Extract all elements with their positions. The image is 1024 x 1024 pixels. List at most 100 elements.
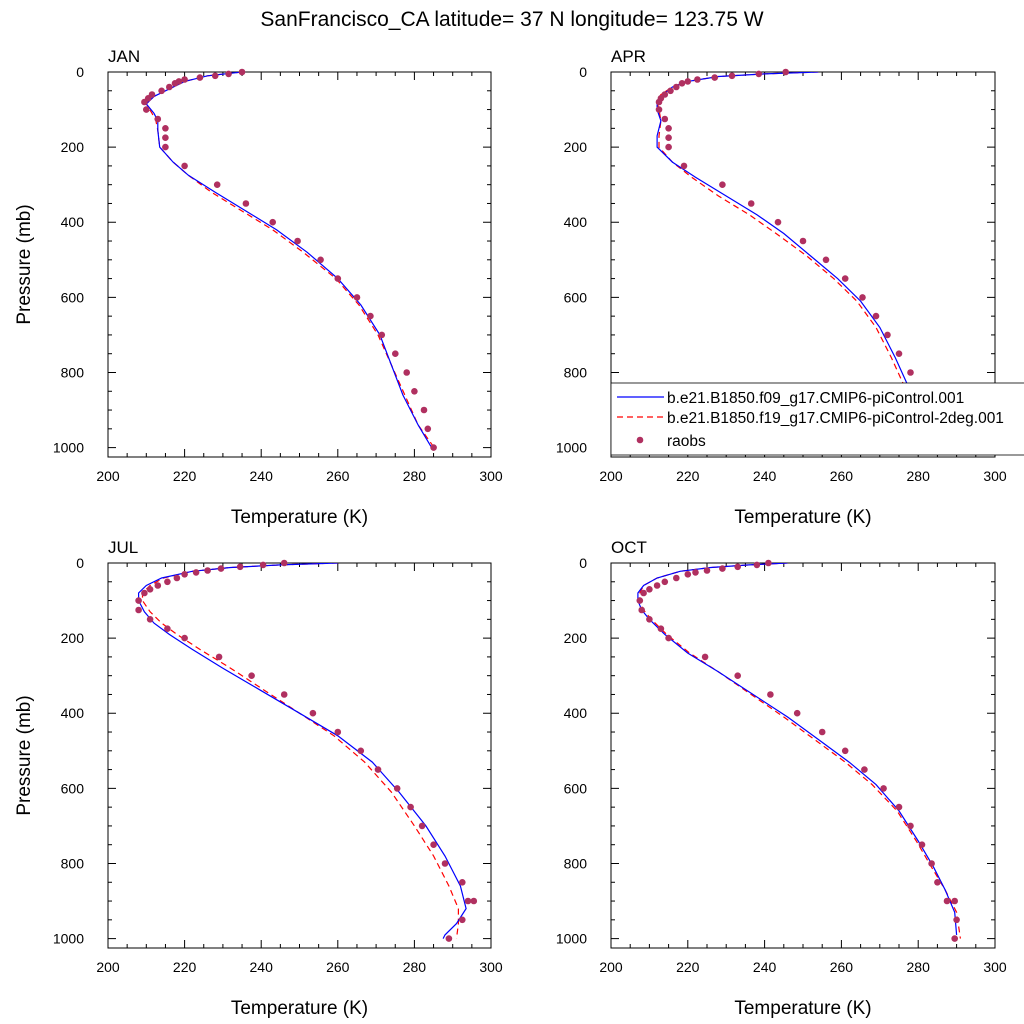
raobs-point <box>692 569 699 576</box>
x-tick-label: 240 <box>753 959 777 975</box>
raobs-point <box>181 634 188 642</box>
raobs-point <box>665 134 672 141</box>
raobs-point <box>822 256 830 264</box>
raobs-point <box>173 574 181 582</box>
raobs-point <box>334 728 342 736</box>
raobs-point <box>259 561 267 569</box>
raobs-point <box>765 559 772 567</box>
y-axis-label: Pressure (mb) <box>14 695 35 815</box>
raobs-point <box>353 294 361 301</box>
x-tick-label: 200 <box>599 468 623 484</box>
raobs-point <box>403 369 411 376</box>
raobs-point <box>213 181 221 188</box>
raobs-point <box>799 237 807 245</box>
panel-oct: OCT 200 220 240 260 280 300 0 200 400 600 800 1000 Te… <box>556 538 1007 1019</box>
x-tick-label: 260 <box>830 959 854 975</box>
series-model-2deg-line <box>639 563 961 939</box>
raobs-point <box>135 606 142 614</box>
y-tick-label: 0 <box>579 64 587 80</box>
raobs-point <box>719 181 726 188</box>
y-tick-label: 1000 <box>556 931 587 947</box>
series-model-1deg-line <box>145 72 433 448</box>
raobs-point <box>661 115 669 123</box>
raobs-point <box>154 582 162 589</box>
x-axis-label: Temperature (K) <box>734 998 871 1019</box>
raobs-point <box>445 935 453 942</box>
raobs-point <box>181 162 188 170</box>
raobs-point <box>430 444 437 451</box>
panel-label: JAN <box>108 47 140 66</box>
y-tick-label: 600 <box>61 289 85 305</box>
raobs-point <box>728 72 736 80</box>
panel-label: APR <box>611 47 646 66</box>
raobs-point <box>774 218 782 226</box>
y-tick-label: 600 <box>564 780 588 796</box>
x-tick-label: 280 <box>403 468 427 484</box>
x-tick-label: 300 <box>479 468 503 484</box>
raobs-point <box>162 125 169 132</box>
y-tick-label: 200 <box>61 139 85 155</box>
x-tick-label: 220 <box>676 468 700 484</box>
raobs-point <box>280 559 288 567</box>
raobs-point <box>217 565 225 572</box>
x-tick-label: 200 <box>96 468 120 484</box>
raobs-point <box>928 860 935 867</box>
raobs-point <box>841 747 849 755</box>
panel-jan: JAN 200 220 240 260 280 300 0 200 400 600 800 1000 Te… <box>14 47 503 528</box>
raobs-point <box>657 625 665 632</box>
raobs-point <box>680 162 688 170</box>
raobs-point <box>918 841 926 848</box>
raobs-point <box>367 312 374 320</box>
raobs-point <box>895 803 903 811</box>
raobs-point <box>242 200 250 207</box>
raobs-point <box>135 597 142 604</box>
raobs-point <box>225 70 232 78</box>
raobs-point <box>158 87 165 95</box>
panel-jul: JUL 200 220 240 260 280 300 0 200 400 600 800 1000 Te… <box>14 538 503 1019</box>
raobs-point <box>309 709 317 717</box>
y-tick-label: 400 <box>564 214 588 230</box>
x-axis-label: Temperature (K) <box>231 507 368 528</box>
y-tick-label: 800 <box>61 364 85 380</box>
raobs-point <box>269 218 277 226</box>
y-tick-label: 0 <box>76 555 84 571</box>
raobs-point <box>211 72 219 80</box>
y-tick-label: 200 <box>564 139 588 155</box>
y-tick-label: 600 <box>61 780 85 796</box>
raobs-point <box>653 582 661 589</box>
panel-apr: APR 200 220 240 260 280 300 0 200 400 600 800 1000 Te… <box>556 47 1007 528</box>
raobs-point <box>907 822 914 830</box>
raobs-point <box>162 143 169 151</box>
raobs-point <box>951 897 958 905</box>
raobs-point <box>407 803 414 811</box>
legend-swatch-marker <box>636 436 644 444</box>
y-tick-label: 400 <box>61 214 85 230</box>
raobs-point <box>459 916 466 924</box>
x-tick-label: 220 <box>173 468 197 484</box>
legend-label: b.e21.B1850.f09_g17.CMIP6-piControl.001 <box>667 390 964 407</box>
panels: JAN 200 220 240 260 280 300 0 200 400 600 800 1000 Te… <box>14 47 1007 1019</box>
raobs-point <box>357 747 365 755</box>
raobs-point <box>418 822 426 830</box>
raobs-point <box>317 256 324 264</box>
raobs-point <box>673 83 680 91</box>
x-tick-label: 300 <box>479 959 503 975</box>
raobs-point <box>459 879 466 886</box>
raobs-point <box>793 709 801 717</box>
series-model-2deg-line <box>141 563 459 939</box>
raobs-point <box>701 653 709 661</box>
raobs-point <box>378 331 386 339</box>
x-tick-label: 280 <box>403 959 427 975</box>
raobs-point <box>747 200 755 207</box>
raobs-point <box>238 68 246 76</box>
raobs-point <box>171 80 179 87</box>
raobs-point <box>374 766 382 773</box>
raobs-point <box>424 425 432 433</box>
raobs-point <box>294 237 301 245</box>
x-tick-label: 280 <box>907 959 931 975</box>
x-tick-label: 300 <box>983 959 1007 975</box>
raobs-point <box>646 586 653 593</box>
raobs-point <box>181 571 188 578</box>
raobs-point <box>678 80 686 87</box>
x-tick-label: 240 <box>250 468 274 484</box>
